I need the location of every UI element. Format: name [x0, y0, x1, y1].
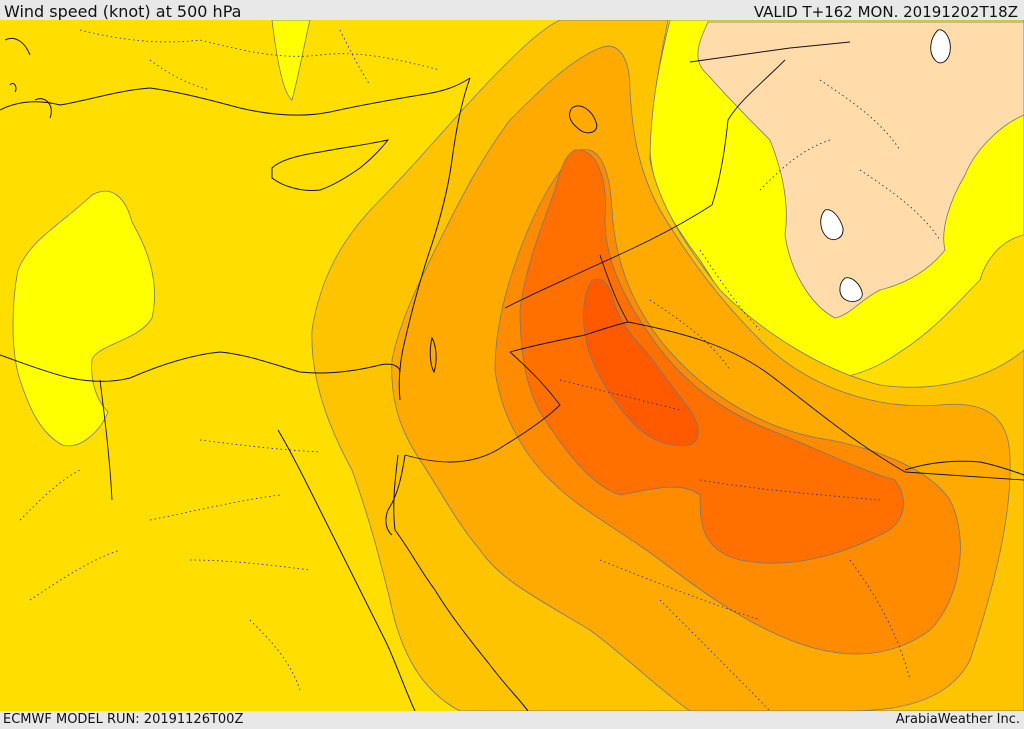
north-africa-coast [0, 351, 401, 382]
levant-coast [398, 77, 471, 401]
iraq-syria-south [599, 254, 629, 323]
saudi-provinces-2 [659, 559, 911, 711]
light-wind-zone-west [12, 190, 155, 447]
coastlines [0, 37, 1024, 711]
saudi-provinces [559, 379, 881, 621]
brand-label: ArabiaWeather Inc. [895, 712, 1020, 727]
lake-namak [820, 209, 844, 240]
red-sea-east-coast [393, 454, 529, 711]
aegean-islands [4, 37, 52, 119]
map-canvas [0, 20, 1024, 711]
wind-speed-map [0, 20, 1024, 711]
turkey-provinces-2 [149, 29, 371, 91]
country-borders [99, 59, 1024, 501]
syria-iraq-border [504, 204, 713, 309]
lake-urmia [930, 29, 951, 64]
wind-zone-orange-4 [519, 149, 904, 564]
lake-van [569, 105, 598, 134]
dead-sea [429, 336, 437, 374]
gulf-of-aqaba [385, 454, 406, 536]
iraq-saudi-border [627, 321, 1024, 481]
persian-gulf-coast [904, 460, 1024, 476]
iraq-provinces [649, 249, 761, 371]
egypt-east-border [404, 351, 561, 463]
province-boundaries [19, 29, 941, 711]
valid-time: VALID T+162 MON. 20191202T18Z [753, 3, 1018, 21]
footer-bar: ECMWF MODEL RUN: 20191126T00Z ArabiaWeat… [0, 711, 1024, 729]
turkey-south-coast [0, 77, 471, 116]
jordan-saudi-border [509, 321, 629, 353]
lake-south-iran [839, 277, 863, 303]
calm-zone-iran [697, 21, 1024, 319]
light-wind-zone-north [271, 20, 311, 101]
iran-provinces [759, 79, 941, 241]
cyprus-coast [271, 139, 390, 191]
caspian-coast [689, 41, 851, 63]
turkey-provinces [79, 29, 441, 71]
egypt-provinces-2 [189, 559, 311, 691]
header-bar: Wind speed (knot) at 500 hPa VALID T+162… [0, 0, 1024, 21]
red-sea-west-coast [277, 429, 416, 711]
map-title: Wind speed (knot) at 500 hPa [4, 2, 242, 21]
iraq-iran-border [711, 59, 786, 206]
wind-zone-core [583, 278, 699, 447]
model-run: ECMWF MODEL RUN: 20191126T00Z [3, 712, 244, 727]
libya-provinces [19, 469, 121, 601]
libya-egypt-border [99, 379, 113, 501]
